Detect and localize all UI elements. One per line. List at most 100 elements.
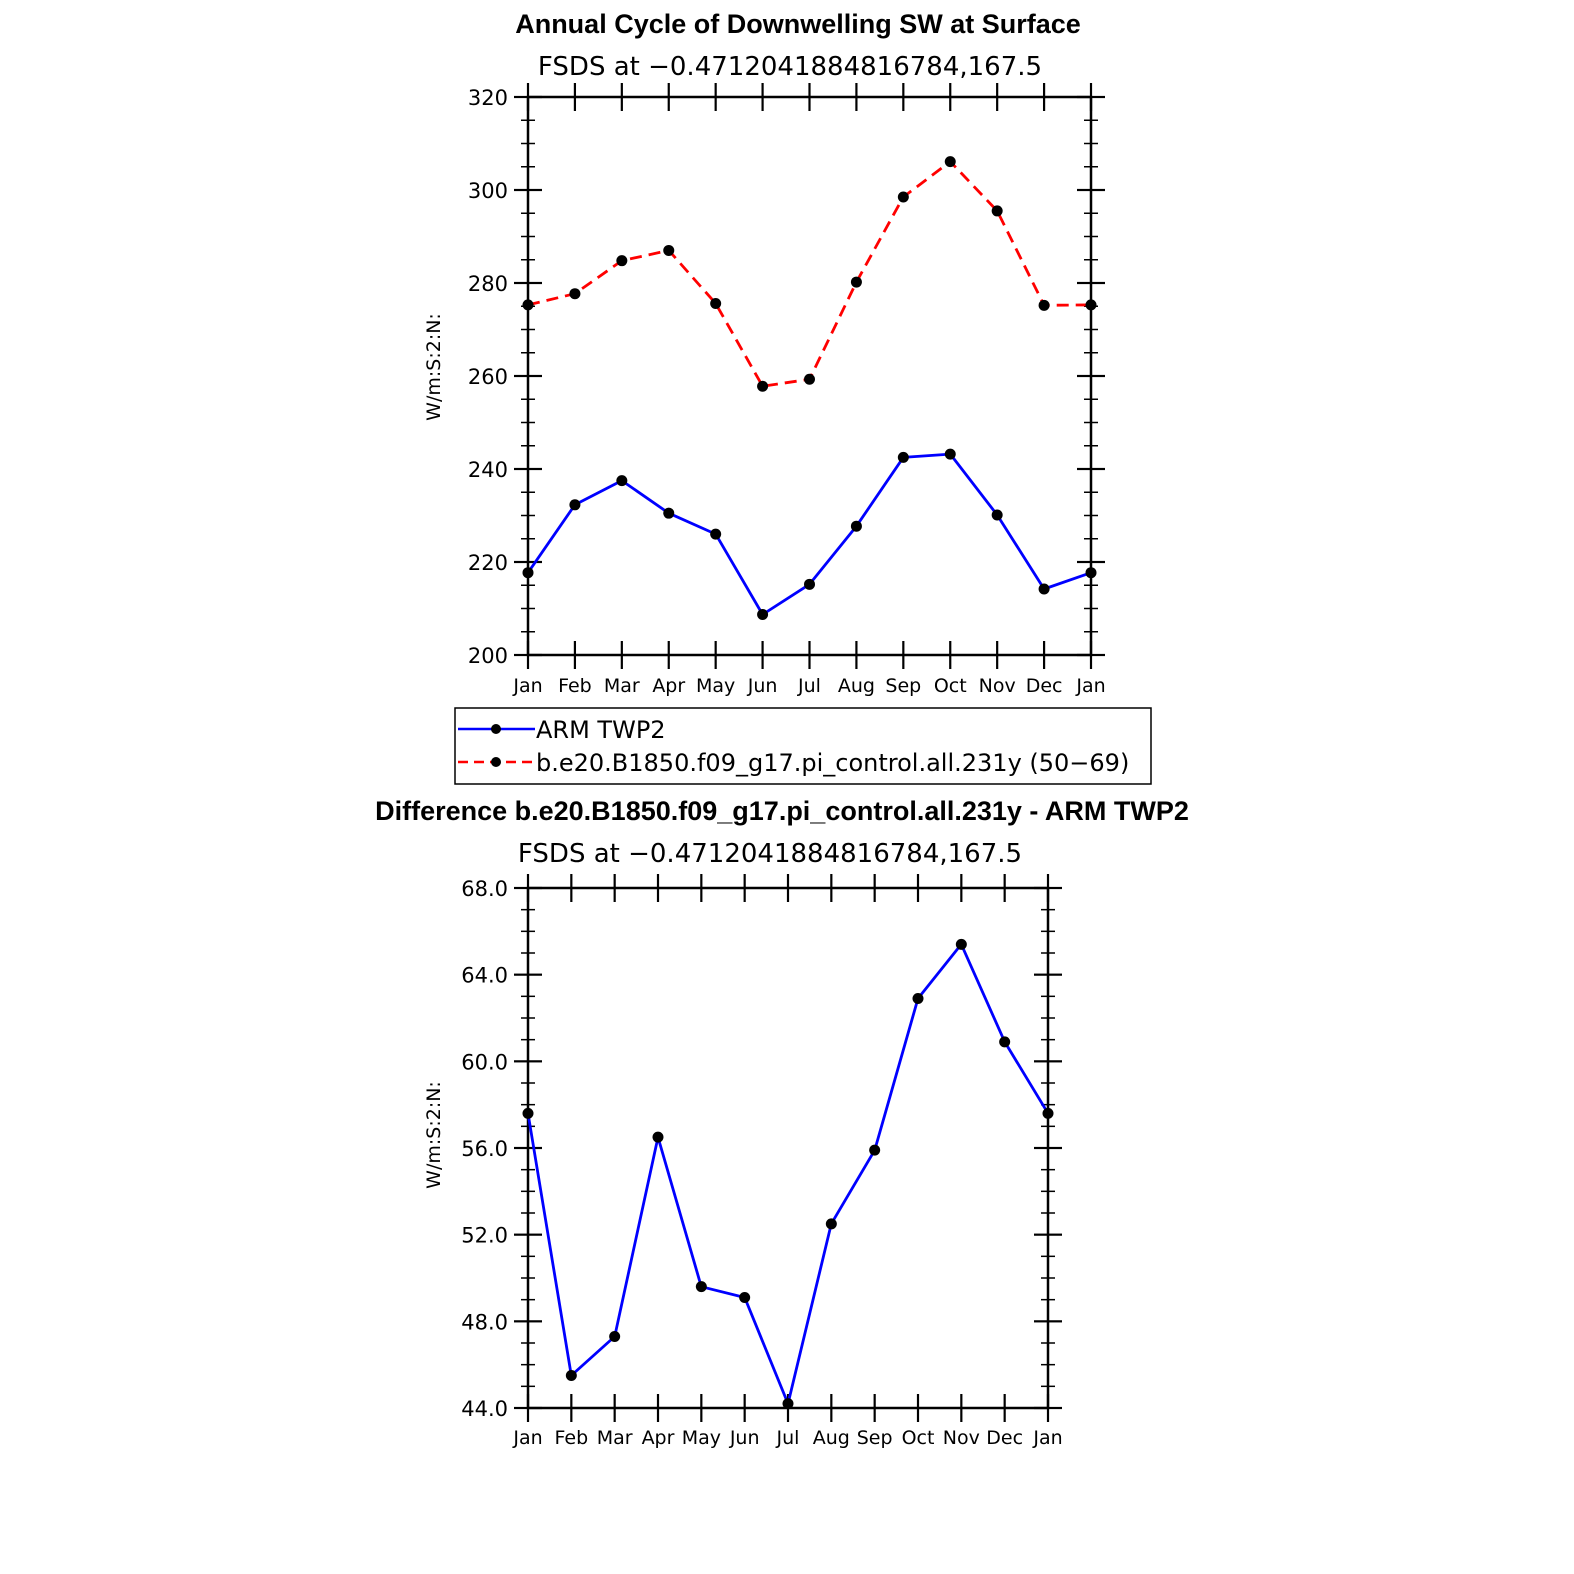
series-layer bbox=[522, 938, 1054, 1410]
data-point bbox=[522, 1107, 534, 1119]
y-tick-label: 60.0 bbox=[461, 1050, 508, 1074]
y-tick-label: 56.0 bbox=[461, 1137, 508, 1161]
x-tick-label: Mar bbox=[597, 1427, 633, 1449]
series-layer bbox=[522, 156, 1097, 621]
chart-title: Difference b.e20.B1850.f09_g17.pi_contro… bbox=[375, 796, 1189, 826]
data-point bbox=[944, 448, 956, 460]
y-axis-label: W/m:S:2:N: bbox=[423, 1081, 445, 1189]
data-point bbox=[1085, 567, 1097, 579]
data-point bbox=[804, 373, 815, 385]
data-point bbox=[999, 1036, 1011, 1048]
y-axis-label: W/m:S:2:N: bbox=[423, 313, 445, 421]
legend: ARM TWP2 b.e20.B1850.f09_g17.pi_control.… bbox=[454, 707, 1152, 785]
legend-marker-arm bbox=[491, 724, 501, 734]
y-tick-label: 240 bbox=[468, 458, 508, 482]
y-tick-label: 44.0 bbox=[461, 1397, 508, 1421]
x-tick-label: Feb bbox=[555, 1427, 589, 1449]
data-point bbox=[710, 528, 722, 540]
x-tick-label: Jul bbox=[797, 675, 821, 697]
data-point bbox=[522, 567, 534, 579]
x-ticks: Jan Feb Mar Apr May Jun Jul Aug Sep Oct Nov Dec Jan bbox=[512, 874, 1063, 1449]
y-tick-label: 260 bbox=[468, 365, 508, 389]
legend-label-arm: ARM TWP2 bbox=[536, 716, 666, 744]
x-tick-label: Sep bbox=[885, 675, 921, 697]
x-tick-label: Nov bbox=[943, 1427, 980, 1449]
data-point bbox=[663, 507, 675, 519]
data-point bbox=[652, 1131, 664, 1143]
x-tick-label: Aug bbox=[813, 1427, 850, 1449]
data-point bbox=[825, 1218, 837, 1230]
data-point bbox=[991, 205, 1003, 217]
data-point bbox=[991, 509, 1003, 521]
x-tick-label: Jun bbox=[729, 1427, 760, 1449]
data-point bbox=[782, 1398, 794, 1410]
data-point bbox=[804, 578, 815, 590]
data-point bbox=[912, 993, 924, 1004]
x-tick-label: Oct bbox=[902, 1427, 935, 1449]
legend-box bbox=[454, 707, 1152, 785]
x-tick-label: Apr bbox=[642, 1427, 675, 1449]
data-point bbox=[850, 520, 862, 532]
data-point bbox=[663, 244, 675, 256]
y-ticks: 200 220 240 260 280 300 320 bbox=[468, 86, 1105, 668]
data-point bbox=[569, 499, 581, 511]
legend-marker-model bbox=[491, 757, 501, 767]
data-point bbox=[616, 475, 628, 487]
y-tick-label: 320 bbox=[468, 86, 508, 110]
x-tick-label: Aug bbox=[838, 675, 875, 697]
chart-subtitle: FSDS at −0.4712041884816784,167.5 bbox=[538, 52, 1042, 82]
y-tick-label: 68.0 bbox=[461, 877, 508, 901]
y-tick-label: 280 bbox=[468, 272, 508, 296]
series-line bbox=[527, 160, 1092, 388]
data-point bbox=[565, 1370, 577, 1381]
data-point bbox=[944, 156, 956, 168]
chart-title: Annual Cycle of Downwelling SW at Surfac… bbox=[515, 9, 1081, 39]
data-point bbox=[522, 299, 534, 311]
y-tick-label: 48.0 bbox=[461, 1310, 508, 1334]
x-tick-label: Jan bbox=[512, 675, 542, 697]
x-tick-label: Feb bbox=[558, 675, 592, 697]
legend-label-model: b.e20.B1850.f09_g17.pi_control.all.231y … bbox=[536, 749, 1129, 777]
data-point bbox=[897, 191, 909, 203]
data-point bbox=[757, 380, 769, 392]
y-tick-label: 52.0 bbox=[461, 1224, 508, 1248]
data-point bbox=[609, 1331, 621, 1342]
data-point bbox=[616, 255, 628, 267]
x-tick-label: Apr bbox=[652, 675, 685, 697]
series-line bbox=[526, 452, 1092, 616]
data-point bbox=[695, 1281, 707, 1293]
x-tick-label: Oct bbox=[934, 675, 967, 697]
y-ticks: 44.0 48.0 52.0 56.0 60.0 64.0 68.0 bbox=[461, 877, 1062, 1421]
x-ticks: Jan Feb Mar Apr May Jun Jul Aug Sep Oct Nov Dec Jan bbox=[512, 83, 1106, 697]
y-tick-label: 220 bbox=[468, 551, 508, 575]
chart-subtitle: FSDS at −0.4712041884816784,167.5 bbox=[518, 839, 1022, 869]
data-point bbox=[897, 451, 909, 463]
x-tick-label: Dec bbox=[986, 1427, 1023, 1449]
x-tick-label: Jul bbox=[776, 1427, 800, 1449]
x-tick-label: Dec bbox=[1026, 675, 1063, 697]
data-point bbox=[757, 609, 769, 621]
data-point bbox=[955, 938, 967, 950]
x-tick-label: Nov bbox=[979, 675, 1016, 697]
data-point bbox=[1042, 1107, 1054, 1119]
data-point bbox=[1038, 299, 1050, 311]
data-point bbox=[1085, 299, 1097, 311]
chart-annual-cycle: Annual Cycle of Downwelling SW at Surfac… bbox=[423, 9, 1106, 697]
chart-difference: Difference b.e20.B1850.f09_g17.pi_contro… bbox=[375, 796, 1189, 1449]
x-tick-label: Jan bbox=[512, 1427, 542, 1449]
x-tick-label: Jan bbox=[1032, 1427, 1062, 1449]
y-tick-label: 300 bbox=[468, 179, 508, 203]
data-point bbox=[869, 1144, 881, 1156]
data-point bbox=[739, 1292, 751, 1303]
data-point bbox=[850, 276, 862, 288]
x-tick-label: Mar bbox=[604, 675, 640, 697]
y-tick-label: 64.0 bbox=[461, 964, 508, 988]
data-point bbox=[569, 288, 581, 300]
data-point bbox=[1038, 583, 1050, 595]
x-tick-label: May bbox=[682, 1427, 721, 1449]
y-tick-label: 200 bbox=[468, 644, 508, 668]
series-line bbox=[526, 942, 1050, 1406]
x-tick-label: Jun bbox=[747, 675, 778, 697]
data-point bbox=[710, 297, 722, 309]
